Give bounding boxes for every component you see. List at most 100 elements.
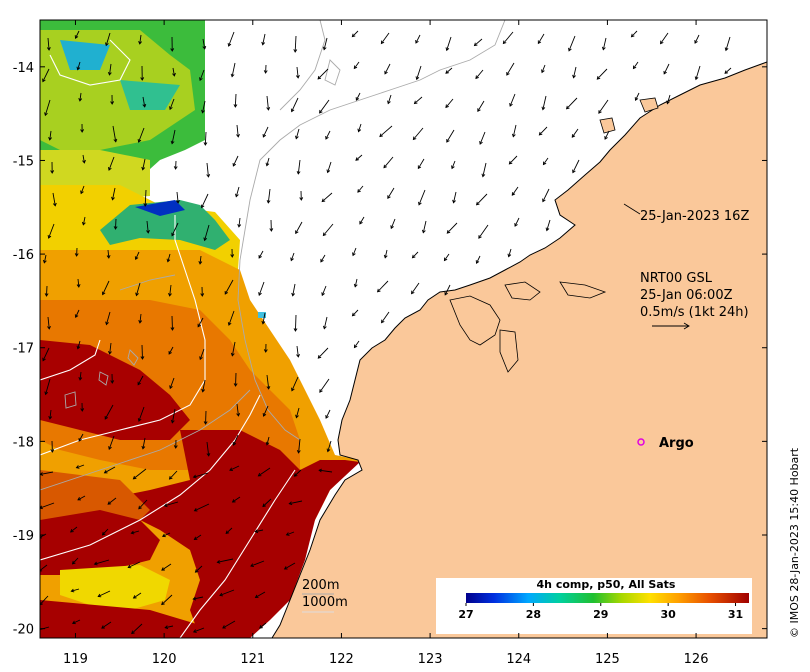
current-arrow-head [326,169,331,174]
current-arrow [228,31,235,47]
current-arrow-head [446,138,450,143]
current-arrow-head [138,40,142,45]
current-arrow [161,563,172,571]
current-arrow-head [475,260,480,264]
current-arrow [354,340,360,348]
current-arrow [233,434,239,446]
current-arrow [352,247,357,256]
current-arrow-head [357,189,361,193]
current-arrow [319,99,330,114]
current-arrow [108,156,115,171]
islands [449,97,659,373]
current-arrow [546,219,551,231]
current-arrow-head [101,531,106,536]
current-arrow [194,503,210,512]
current-arrow-head [105,321,109,326]
current-arrow-head [411,290,415,295]
current-arrow-head [170,140,175,145]
current-arrow-head [663,70,667,75]
current-arrow [635,92,640,101]
current-arrow [325,130,331,140]
current-arrow [138,127,145,143]
current-arrow [108,435,115,450]
current-arrow-head [293,473,298,477]
current-arrow [202,100,206,113]
x-tick-label: 121 [240,652,265,667]
current-arrow-head [216,559,221,564]
current-arrow-head [97,593,102,598]
current-arrow [105,311,111,325]
current-arrow-head [259,625,263,629]
current-arrow-head [545,227,550,232]
current-arrow-head [263,349,268,353]
current-arrow [259,622,267,629]
current-arrow-head [219,592,224,597]
current-arrow [266,95,269,110]
current-arrow-head [473,42,478,47]
current-arrow [291,376,299,391]
current-arrow-head [451,165,455,170]
current-time-label: 25-Jan 06:00Z [640,288,733,303]
current-arrow [379,125,393,137]
current-arrow [633,61,639,69]
current-arrow-head [262,133,267,138]
current-arrow-head [443,257,448,262]
current-arrow [598,99,609,114]
current-arrow-head [71,560,76,565]
sat-pass-label: 25-Jan-2023 16Z [640,209,749,224]
current-arrow-head [237,224,242,228]
current-arrow [453,191,457,203]
current-arrow [446,36,452,51]
current-arrow-head [169,385,173,390]
current-arrow [596,68,608,80]
current-arrow [135,282,141,296]
current-arrow [176,191,179,203]
current-arrow [255,529,264,533]
current-arrow-head [269,228,274,232]
current-arrow [138,406,145,422]
current-arrow-head [444,291,448,296]
current-arrow [294,314,297,332]
current-arrow-head [355,157,359,161]
current-arrow [47,37,50,50]
current-arrow [258,281,265,296]
current-arrow-head [445,47,450,52]
current-arrow [543,157,549,165]
current-arrow [414,96,423,104]
current-arrow-head [192,629,197,633]
current-arrow [142,437,146,449]
current-arrow-head [200,293,205,297]
current-arrow [422,220,427,233]
current-arrow [225,527,233,534]
current-arrow [384,63,391,75]
y-tick-label: -15 [13,154,34,169]
current-arrow [250,560,265,567]
current-arrow [255,591,266,598]
current-arrow-head [353,65,358,70]
current-arrow [172,67,175,76]
current-arrow [387,94,392,104]
current-arrow [323,316,328,329]
x-tick-label: 125 [595,652,620,667]
current-arrow [193,596,204,600]
current-arrow [262,126,269,138]
current-arrow-head [138,505,142,510]
current-arrow [224,279,234,295]
current-arrow-head [318,468,323,473]
y-tick-label: -19 [13,529,34,544]
current-arrow [42,347,50,361]
current-arrow-head [290,108,295,113]
colorbar-tick-label: 29 [593,608,608,621]
current-arrow-head [352,252,356,257]
sst-field [40,20,360,638]
current-arrow [631,30,638,38]
current-arrow [40,471,54,475]
current-arrow-head [48,416,53,420]
current-arrow-head [111,196,115,201]
current-arrow [295,128,300,139]
current-arrow [46,285,48,297]
current-arrow [725,36,731,51]
current-arrow [451,160,456,169]
current-arrow-head [47,326,51,330]
current-arrow [514,217,520,227]
